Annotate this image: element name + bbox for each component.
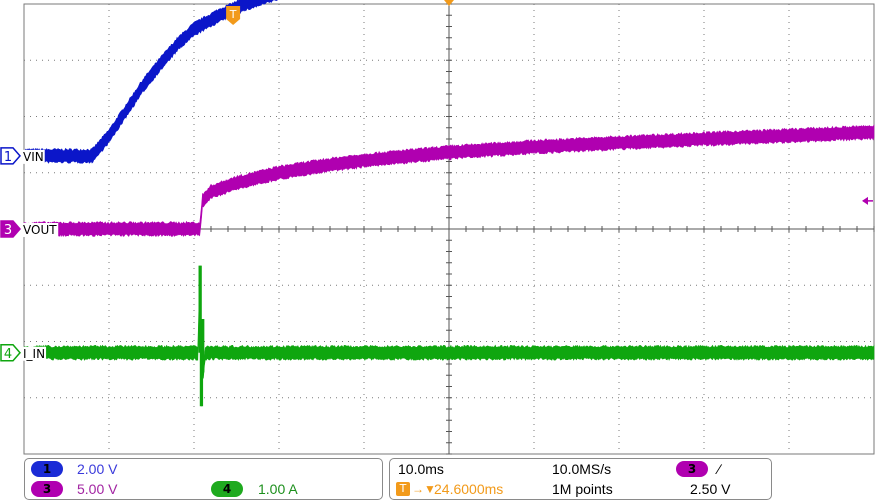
trigger-channel-badge[interactable]: 3 <box>676 461 708 477</box>
trigger-level-marker[interactable] <box>862 196 873 205</box>
ch3-marker-glyph: 3 <box>4 223 12 238</box>
ch3-scale-text: 5.00 V <box>77 481 118 497</box>
markers: 1 VIN 3 VOUT 4 I_IN T <box>0 0 873 362</box>
trigger-slope-icon: ∕ <box>718 461 721 477</box>
trigger-level-text: 2.50 V <box>690 481 731 497</box>
ch4-label-bg <box>22 346 47 361</box>
trigger-marker-shape <box>226 6 241 25</box>
trigger-marker-glyph: T <box>229 8 237 21</box>
expansion-point-marker <box>444 0 454 6</box>
trigger-arrow-icon: →▼ <box>412 482 436 496</box>
trace-i-in <box>23 275 875 392</box>
trigger-position-marker[interactable]: T <box>226 6 241 25</box>
ch4-label: I_IN <box>23 347 45 361</box>
channel-scale-panel: 1 2.00 V 3 5.00 V 4 1.00 A <box>24 458 383 500</box>
ch1-badge[interactable]: 1 <box>31 461 63 477</box>
ch3-ground-marker[interactable]: 3 <box>0 220 21 238</box>
ch1-marker-shape <box>0 147 21 165</box>
trace-vout <box>23 124 875 237</box>
ch1-marker-glyph: 1 <box>4 150 12 165</box>
timebase-text: 10.0ms <box>398 461 444 477</box>
ch3-label-bg <box>22 223 59 237</box>
sample-rate-text: 10.0MS/s <box>552 461 612 477</box>
record-length-text: 1M points <box>552 481 613 497</box>
ch3-badge[interactable]: 3 <box>31 481 63 497</box>
ch3-label: VOUT <box>23 223 57 237</box>
trigger-position-glyph: T <box>399 482 407 495</box>
trigger-position-text: 24.6000ms <box>434 481 504 497</box>
ch4-marker-glyph: 4 <box>4 347 12 362</box>
ch4-ground-marker[interactable]: 4 <box>0 344 21 362</box>
ch3-marker-shape <box>0 220 21 238</box>
ch4-marker-shape <box>0 344 21 362</box>
acquisition-panel: 10.0ms 10.0MS/s 3 ∕ T →▼ 24.6000ms 1M po… <box>389 458 772 500</box>
trigger-position-icon: T <box>396 482 410 496</box>
traces <box>23 0 875 407</box>
ch4-scale-text: 1.00 A <box>258 481 298 497</box>
graticule <box>23 3 875 455</box>
trace-vin <box>23 0 279 164</box>
ch1-label: VIN <box>23 150 44 164</box>
ch1-scale-text: 2.00 V <box>77 461 118 477</box>
ch1-ground-marker[interactable]: 1 <box>0 147 21 165</box>
ch4-badge[interactable]: 4 <box>211 481 243 497</box>
ch1-label-bg <box>22 149 45 164</box>
trigger-level-arrow-icon <box>862 196 868 205</box>
